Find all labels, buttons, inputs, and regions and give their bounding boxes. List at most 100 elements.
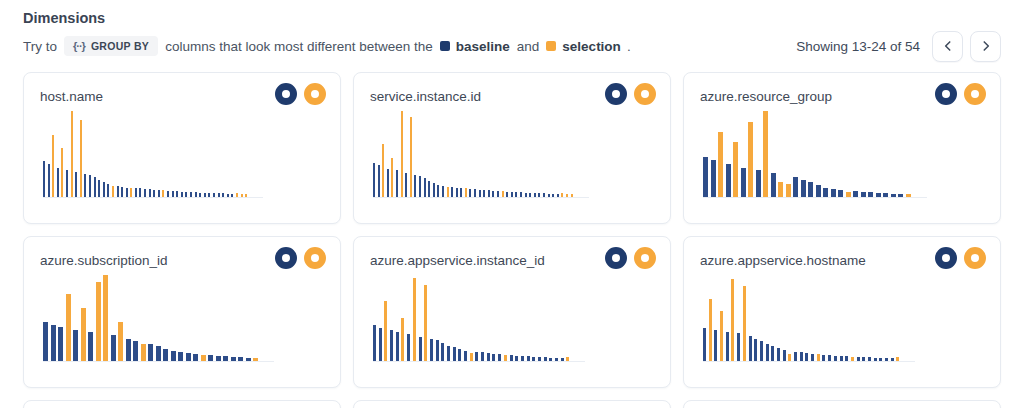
baseline-bar bbox=[711, 160, 716, 197]
baseline-bar bbox=[557, 194, 559, 197]
baseline-bar bbox=[181, 192, 183, 197]
selection-toggle-icon[interactable] bbox=[964, 83, 986, 105]
selection-bar bbox=[401, 111, 403, 197]
baseline-bar bbox=[840, 356, 843, 361]
baseline-bar bbox=[726, 332, 729, 361]
baseline-bar bbox=[186, 353, 191, 361]
selection-bar bbox=[788, 354, 791, 361]
baseline-bar bbox=[828, 355, 831, 361]
baseline-bar bbox=[749, 336, 752, 361]
baseline-bar bbox=[94, 177, 96, 197]
baseline-bar bbox=[794, 352, 797, 361]
next-page-button[interactable] bbox=[970, 31, 1001, 62]
baseline-bar bbox=[479, 190, 481, 197]
baseline-bar bbox=[121, 187, 123, 197]
dimension-card[interactable]: host.name bbox=[23, 72, 341, 224]
dimension-card[interactable]: service.instance.id bbox=[353, 72, 671, 224]
baseline-label: baseline bbox=[456, 39, 510, 54]
baseline-bar bbox=[515, 356, 518, 361]
baseline-bar bbox=[73, 330, 78, 361]
selection-bar bbox=[241, 194, 243, 197]
baseline-bar bbox=[538, 193, 540, 197]
baseline-bar bbox=[808, 182, 813, 197]
baseline-bar bbox=[822, 355, 825, 361]
selection-swatch-icon bbox=[546, 41, 556, 51]
baseline-bar bbox=[515, 192, 517, 197]
baseline-bar bbox=[898, 194, 903, 197]
baseline-toggle-icon[interactable] bbox=[605, 247, 627, 269]
baseline-bar bbox=[845, 356, 848, 361]
baseline-bar bbox=[172, 191, 174, 197]
dimension-card-partial[interactable] bbox=[23, 400, 341, 408]
braces-icon: {··} bbox=[73, 40, 85, 52]
dimension-card[interactable]: azure.resource_group bbox=[683, 72, 1001, 224]
baseline-bar bbox=[442, 186, 444, 197]
selection-bar bbox=[906, 194, 911, 197]
dimension-card-partial[interactable] bbox=[683, 400, 1001, 408]
baseline-toggle-icon[interactable] bbox=[935, 83, 957, 105]
selection-toggle-icon[interactable] bbox=[634, 247, 656, 269]
group-by-chip[interactable]: {··} GROUP BY bbox=[64, 36, 158, 56]
card-title: azure.subscription_id bbox=[40, 249, 168, 268]
card-toggles bbox=[605, 247, 656, 269]
baseline-bar bbox=[103, 182, 105, 197]
instruction-and: and bbox=[517, 39, 540, 54]
card-header: host.name bbox=[40, 85, 326, 105]
dimension-card-partial[interactable] bbox=[353, 400, 671, 408]
baseline-toggle-icon[interactable] bbox=[275, 247, 297, 269]
baseline-bar bbox=[756, 170, 761, 197]
baseline-bar bbox=[218, 193, 220, 197]
baseline-bar bbox=[771, 346, 774, 361]
baseline-bar bbox=[469, 189, 471, 197]
selection-bar bbox=[80, 120, 82, 197]
selection-bar bbox=[502, 191, 504, 197]
baseline-bar bbox=[475, 352, 478, 361]
card-title: azure.resource_group bbox=[700, 85, 832, 104]
dimension-cards-grid: host.name service.instance.id azure.reso… bbox=[23, 72, 1001, 388]
baseline-toggle-icon[interactable] bbox=[935, 247, 957, 269]
baseline-bar bbox=[714, 330, 717, 361]
baseline-bar bbox=[204, 193, 206, 197]
dimension-card[interactable]: azure.subscription_id bbox=[23, 236, 341, 388]
baseline-bar bbox=[483, 190, 485, 197]
baseline-bar bbox=[88, 332, 93, 361]
bar-chart bbox=[703, 279, 899, 361]
baseline-bar bbox=[527, 356, 530, 361]
selection-bar bbox=[846, 192, 851, 197]
baseline-bar bbox=[834, 356, 837, 361]
selection-bar bbox=[141, 344, 146, 361]
baseline-bar bbox=[216, 356, 221, 361]
selection-toggle-icon[interactable] bbox=[304, 247, 326, 269]
baseline-bar bbox=[126, 339, 131, 361]
baseline-bar bbox=[525, 193, 527, 197]
baseline-bar bbox=[552, 194, 554, 197]
selection-bar bbox=[384, 301, 387, 361]
baseline-bar bbox=[158, 190, 160, 197]
baseline-bar bbox=[529, 193, 531, 197]
selection-bar bbox=[786, 184, 791, 197]
baseline-toggle-icon[interactable] bbox=[605, 83, 627, 105]
prev-page-button[interactable] bbox=[932, 31, 963, 62]
chart-container bbox=[43, 111, 263, 198]
baseline-bar bbox=[487, 353, 490, 361]
next-row-partial-cards bbox=[23, 400, 1001, 408]
selection-bar bbox=[424, 285, 427, 361]
baseline-bar bbox=[58, 327, 63, 361]
selection-bar bbox=[382, 144, 384, 197]
baseline-bar bbox=[139, 188, 141, 197]
baseline-bar bbox=[199, 193, 201, 197]
selection-bar bbox=[401, 318, 404, 361]
selection-toggle-icon[interactable] bbox=[304, 83, 326, 105]
dimension-card[interactable]: azure.appservice.instance_id bbox=[353, 236, 671, 388]
baseline-toggle-icon[interactable] bbox=[275, 83, 297, 105]
baseline-bar bbox=[441, 343, 444, 361]
dimension-card[interactable]: azure.appservice.hostname bbox=[683, 236, 1001, 388]
selection-bar bbox=[731, 279, 734, 361]
selection-bar bbox=[566, 194, 568, 197]
chart-container bbox=[373, 111, 589, 198]
baseline-bar bbox=[167, 191, 169, 197]
baseline-bar bbox=[223, 356, 228, 361]
selection-toggle-icon[interactable] bbox=[964, 247, 986, 269]
card-toggles bbox=[935, 83, 986, 105]
selection-toggle-icon[interactable] bbox=[634, 83, 656, 105]
